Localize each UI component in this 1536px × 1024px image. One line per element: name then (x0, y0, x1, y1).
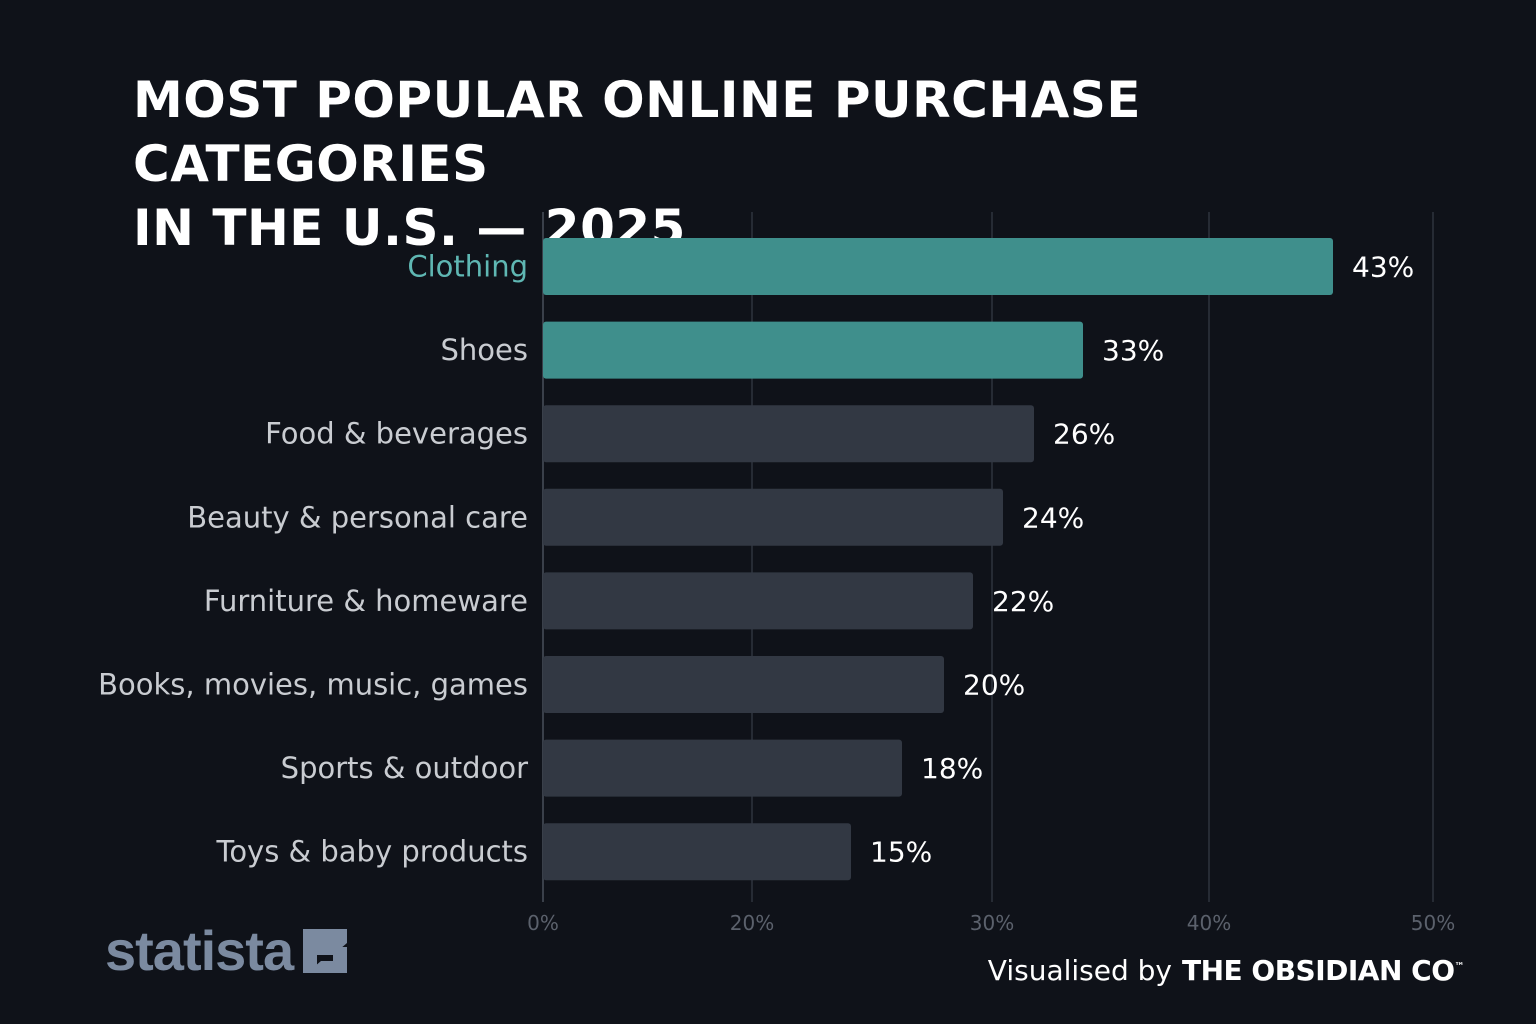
category-label: Toys & baby products (216, 835, 528, 869)
category-label: Books, movies, music, games (98, 668, 528, 702)
value-label: 15% (870, 836, 932, 869)
x-tick-label: 20% (730, 911, 774, 935)
value-label: 26% (1053, 418, 1115, 451)
x-tick-label: 30% (970, 911, 1014, 935)
x-tick-label: 50% (1411, 911, 1455, 935)
credit-brand-name: THE OBSIDIAN CO (1182, 954, 1455, 987)
bar (543, 572, 973, 630)
value-label: 33% (1102, 334, 1164, 367)
category-label: Shoes (441, 333, 528, 367)
value-label: 18% (921, 752, 983, 785)
value-label: 20% (963, 669, 1025, 702)
category-label: Sports & outdoor (281, 751, 528, 785)
credit: Visualised by THE OBSIDIAN CO™ (987, 954, 1465, 987)
category-label: Clothing (407, 250, 528, 284)
value-label: 43% (1352, 251, 1414, 284)
category-label: Beauty & personal care (187, 500, 528, 534)
value-label: 24% (1022, 501, 1084, 534)
statista-logo: statista (105, 918, 348, 983)
bar (543, 488, 1003, 546)
bar (543, 739, 902, 797)
credit-brand: THE OBSIDIAN CO™ (1182, 954, 1464, 987)
chart-title-line-1: MOST POPULAR ONLINE PURCHASE CATEGORIES (133, 71, 1142, 193)
value-label: 22% (992, 585, 1054, 618)
statista-icon (303, 928, 348, 973)
bar (543, 405, 1034, 463)
category-label: Furniture & homeware (204, 584, 528, 618)
bar (543, 238, 1333, 295)
chart-title: MOST POPULAR ONLINE PURCHASE CATEGORIES … (133, 68, 1433, 260)
bar (543, 823, 851, 881)
credit-tm: ™ (1454, 961, 1465, 973)
category-label: Food & beverages (265, 417, 528, 451)
bar (543, 321, 1083, 379)
credit-lead: Visualised by (987, 954, 1172, 987)
bar (543, 656, 944, 713)
statista-wordmark: statista (105, 919, 294, 982)
x-tick-label: 0% (527, 911, 559, 935)
x-tick-label: 40% (1187, 911, 1231, 935)
